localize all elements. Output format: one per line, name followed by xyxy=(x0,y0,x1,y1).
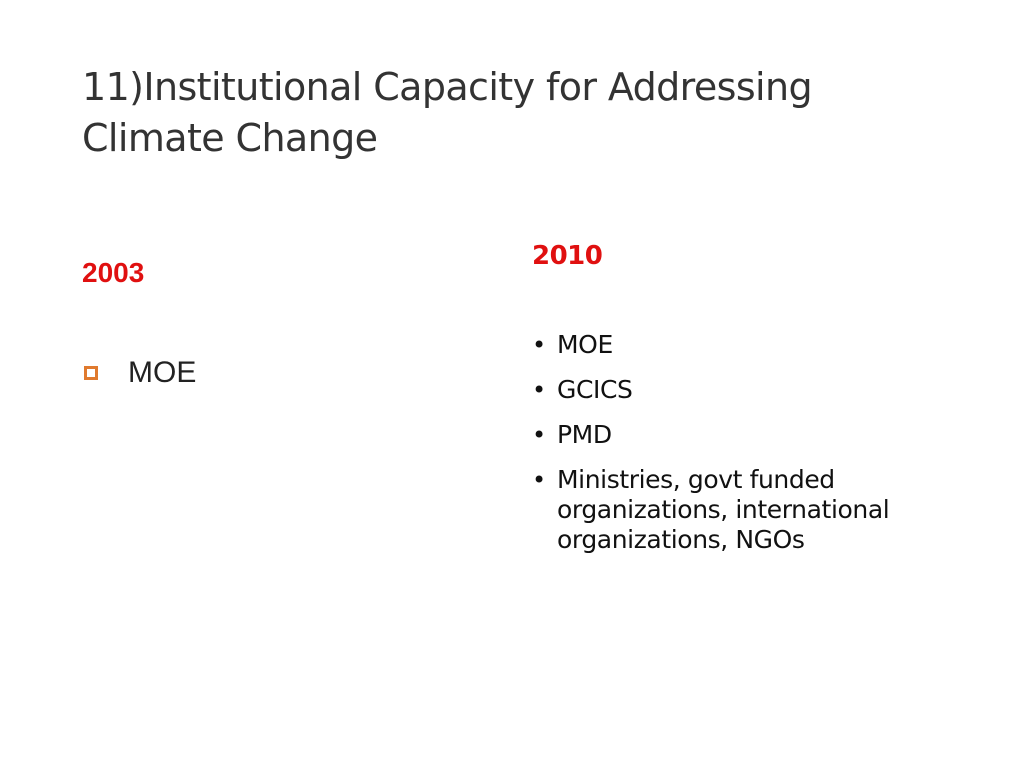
list-item: • GCICS xyxy=(532,375,962,405)
dot-bullet-icon: • xyxy=(532,376,546,404)
list-item: • Ministries, govt funded organizations,… xyxy=(532,465,962,555)
column-heading-2010: 2010 xyxy=(532,241,603,271)
dot-bullet-icon: • xyxy=(532,331,546,359)
hollow-square-bullet-icon xyxy=(84,366,98,380)
list-item: • MOE xyxy=(532,330,962,360)
list-item-label: MOE xyxy=(128,356,197,389)
list-item: MOE xyxy=(82,355,196,391)
right-column-2010: 2010 • MOE • GCICS • PMD • Ministries, g… xyxy=(532,238,962,554)
dot-bullet-icon: • xyxy=(532,466,546,494)
left-bullet-list: MOE xyxy=(82,355,196,391)
column-heading-2003: 2003 xyxy=(82,257,145,288)
left-column-2003: 2003 MOE xyxy=(82,255,482,389)
dot-bullet-icon: • xyxy=(532,421,546,449)
list-item-label: MOE xyxy=(557,330,613,359)
slide-title: 11)Institutional Capacity for Addressing… xyxy=(82,65,813,160)
list-item-label: Ministries, govt funded organizations, i… xyxy=(557,465,890,554)
list-item: • PMD xyxy=(532,420,962,450)
list-item-label: GCICS xyxy=(557,375,633,404)
right-bullet-list: • MOE • GCICS • PMD • Ministries, govt f… xyxy=(532,330,962,570)
list-item-label: PMD xyxy=(557,420,612,449)
